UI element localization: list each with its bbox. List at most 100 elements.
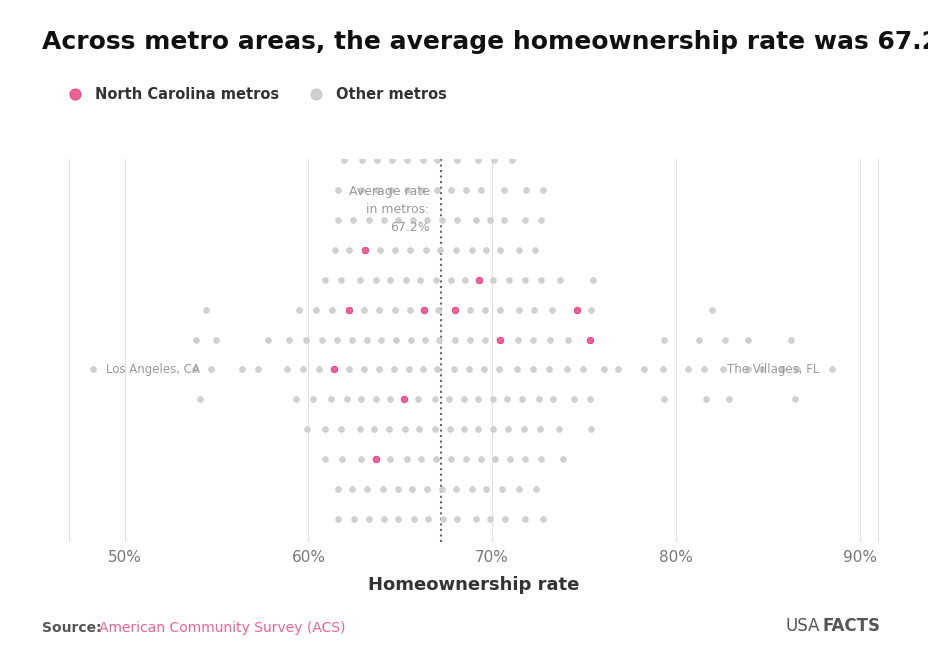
Point [458, 274, 472, 285]
Point [502, 454, 517, 465]
Point [492, 305, 507, 315]
Point [187, 364, 202, 375]
Point [339, 394, 354, 405]
Point [789, 364, 804, 375]
Point [299, 424, 314, 434]
Point [715, 364, 729, 375]
Point [407, 633, 422, 644]
Point [406, 514, 420, 524]
Point [452, 95, 467, 106]
Point [396, 394, 411, 405]
Point [424, 6, 439, 17]
Point [402, 305, 417, 315]
Point [405, 65, 419, 76]
Point [368, 543, 383, 554]
Point [475, 364, 490, 375]
Point [199, 305, 213, 315]
Text: The Villages, FL: The Villages, FL [726, 363, 818, 376]
Point [333, 424, 348, 434]
Point [491, 364, 506, 375]
Point [786, 394, 801, 405]
Point [468, 514, 483, 524]
Point [511, 484, 526, 494]
Point [368, 185, 383, 196]
Point [526, 305, 541, 315]
Point [387, 305, 402, 315]
Point [376, 215, 391, 225]
Point [353, 274, 367, 285]
Point [422, 633, 437, 644]
Point [471, 126, 486, 136]
Point [456, 424, 470, 434]
Point [448, 215, 463, 225]
Point [413, 454, 428, 465]
Point [698, 394, 713, 405]
Point [442, 394, 457, 405]
Point [452, 126, 467, 136]
Point [470, 394, 484, 405]
Point [441, 6, 456, 17]
Point [375, 484, 390, 494]
Point [393, 126, 407, 136]
Point [337, 543, 352, 554]
Point [716, 334, 731, 345]
Point [545, 394, 560, 405]
Point [341, 305, 355, 315]
Point [334, 454, 349, 465]
Point [234, 364, 249, 375]
Point [381, 394, 396, 405]
Point [391, 95, 406, 106]
Point [511, 305, 526, 315]
Point [403, 334, 418, 345]
Point [410, 6, 425, 17]
Point [496, 185, 510, 196]
Point [353, 424, 367, 434]
Point [551, 424, 566, 434]
Point [478, 36, 493, 46]
Point [417, 305, 432, 315]
Point [464, 484, 479, 494]
Point [518, 185, 533, 196]
Point [417, 334, 432, 345]
Point [509, 364, 524, 375]
Point [330, 215, 345, 225]
Point [443, 274, 458, 285]
Point [720, 394, 735, 405]
Point [783, 334, 798, 345]
Point [260, 334, 275, 345]
Point [535, 185, 550, 196]
Point [406, 215, 420, 225]
Point [477, 334, 492, 345]
Point [344, 484, 359, 494]
Point [560, 334, 574, 345]
Point [494, 484, 509, 494]
Point [537, 543, 552, 554]
Point [429, 543, 444, 554]
Text: Across metro areas, the average homeownership rate was 67.2% in 2022.: Across metro areas, the average homeowne… [42, 30, 928, 54]
Point [418, 245, 432, 255]
Point [449, 543, 464, 554]
Point [451, 573, 466, 584]
Point [330, 484, 345, 494]
Point [655, 334, 670, 345]
Point [329, 334, 344, 345]
Point [656, 394, 671, 405]
Point [380, 603, 394, 613]
Point [327, 245, 342, 255]
Point [427, 394, 442, 405]
Point [462, 305, 477, 315]
Point [399, 155, 414, 166]
Point [378, 126, 393, 136]
Point [391, 514, 406, 524]
Text: FACTS: FACTS [821, 617, 879, 635]
Point [354, 155, 369, 166]
Point [453, 65, 468, 76]
Point [323, 394, 338, 405]
Point [487, 454, 502, 465]
Point [696, 364, 711, 375]
Point [477, 65, 492, 76]
Point [493, 245, 508, 255]
Point [434, 514, 449, 524]
Point [384, 155, 399, 166]
Point [545, 305, 560, 315]
